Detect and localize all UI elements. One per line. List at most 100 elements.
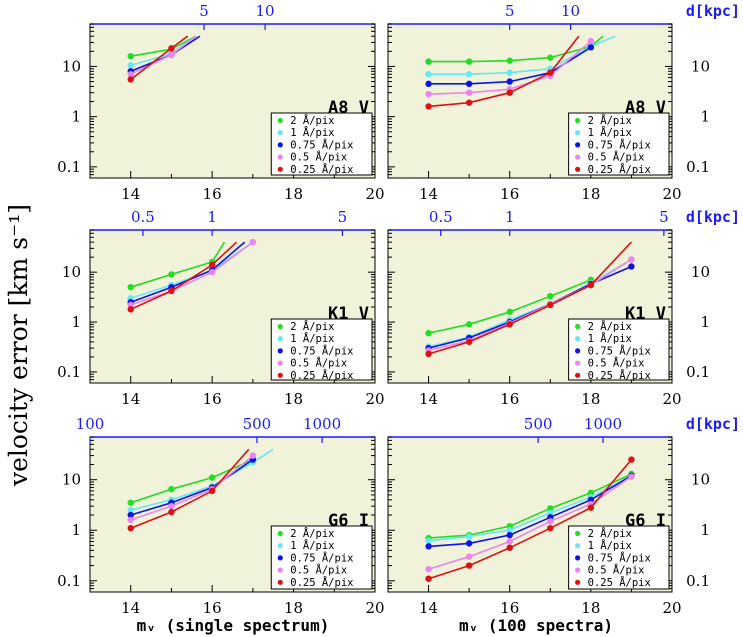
legend-marker	[575, 166, 581, 172]
data-point	[127, 71, 134, 78]
data-point	[465, 99, 473, 106]
data-point	[425, 575, 432, 582]
data-point	[628, 473, 635, 480]
legend-entry: 0.5 Å/pix	[588, 564, 645, 577]
series-group	[425, 241, 635, 358]
x-tick-label: 16	[500, 390, 519, 408]
data-point	[506, 308, 513, 316]
y-tick-label: 0.1	[686, 363, 710, 381]
data-point	[249, 238, 257, 246]
legend-marker	[277, 130, 283, 136]
legend-entry: 0.75 Å/pix	[290, 551, 353, 564]
data-point	[168, 485, 175, 493]
series-line-0	[428, 473, 632, 539]
data-point	[465, 89, 473, 96]
data-point	[465, 71, 473, 78]
legend-marker	[575, 336, 581, 342]
legend-entry: 1 Å/pix	[588, 539, 632, 552]
data-point	[127, 524, 134, 532]
data-point	[465, 553, 473, 560]
x-axis-label-left: mᵥ (single spectrum)	[137, 616, 330, 635]
legend-entry: 1 Å/pix	[290, 539, 334, 552]
legend-marker	[575, 555, 581, 561]
legend-marker	[277, 567, 283, 573]
top-tick-label: 0.5	[429, 208, 453, 226]
series-line-4	[130, 241, 238, 311]
legend-entry: 0.5 Å/pix	[588, 357, 645, 370]
legend-box	[568, 318, 670, 381]
y-tick-label: 1	[71, 108, 81, 126]
distance-axis-label: d[kpc]	[686, 208, 740, 226]
legend-entry: 2 Å/pix	[290, 114, 334, 127]
data-point	[547, 69, 554, 76]
data-point	[465, 80, 473, 88]
top-tick-label: 1	[505, 208, 515, 226]
top-tick-label: 5	[505, 2, 515, 20]
legend-entry: 0.5 Å/pix	[290, 151, 347, 164]
data-point	[425, 80, 432, 88]
data-point	[628, 256, 635, 263]
legend-marker	[277, 154, 283, 160]
x-tick-label: 20	[662, 599, 681, 617]
legend-entry: 1 Å/pix	[290, 126, 334, 139]
series-group	[425, 35, 616, 110]
x-tick-label: 20	[365, 599, 384, 617]
legend-marker	[277, 117, 283, 124]
data-point	[587, 504, 595, 511]
top-tick-label: 10	[561, 2, 580, 20]
data-point	[506, 78, 513, 85]
data-point	[127, 52, 134, 60]
x-tick-label: 18	[581, 185, 600, 203]
data-point	[127, 306, 134, 313]
top-tick-label: 1	[207, 208, 217, 226]
x-tick-label: 14	[121, 390, 140, 408]
y-tick-label: 10	[691, 57, 710, 75]
x-tick-label: 20	[365, 185, 384, 203]
y-tick-label: 0.1	[57, 572, 81, 590]
legend-marker	[277, 142, 283, 148]
data-point	[127, 76, 134, 83]
series-line-1	[428, 258, 632, 348]
y-tick-label: 10	[691, 471, 710, 489]
series-line-4	[130, 448, 250, 529]
legend-entry: 0.25 Å/pix	[588, 369, 651, 382]
data-point	[547, 518, 554, 525]
legend-entry: 1 Å/pix	[588, 332, 632, 345]
data-point	[465, 321, 473, 328]
legend-entry: 0.25 Å/pix	[588, 576, 651, 589]
data-point	[425, 103, 432, 110]
top-tick-label: 1000	[303, 415, 341, 433]
x-tick-label: 18	[581, 390, 600, 408]
data-point	[127, 516, 134, 524]
x-tick-label: 16	[203, 390, 222, 408]
series-group	[127, 35, 201, 83]
legend-marker	[277, 360, 283, 366]
legend-box	[270, 525, 373, 590]
legend-marker	[277, 348, 283, 354]
legend-marker	[575, 348, 581, 354]
data-point	[587, 44, 595, 51]
data-point	[547, 509, 554, 517]
legend-marker	[575, 154, 581, 160]
top-tick-label: 100	[76, 415, 105, 433]
data-point	[425, 58, 432, 65]
legend-entry: 1 Å/pix	[290, 332, 334, 345]
distance-axis-label: d[kpc]	[686, 2, 740, 20]
series-group	[127, 238, 257, 313]
data-point	[425, 90, 432, 98]
top-tick-label: 0.5	[131, 208, 155, 226]
legend-entry: 2 Å/pix	[290, 527, 334, 540]
legend-box	[568, 525, 670, 590]
y-tick-label: 0.1	[57, 158, 81, 176]
data-point	[208, 268, 216, 276]
legend-entry: 0.75 Å/pix	[588, 138, 651, 151]
data-point	[506, 527, 513, 534]
legend-entry: 2 Å/pix	[588, 527, 632, 540]
